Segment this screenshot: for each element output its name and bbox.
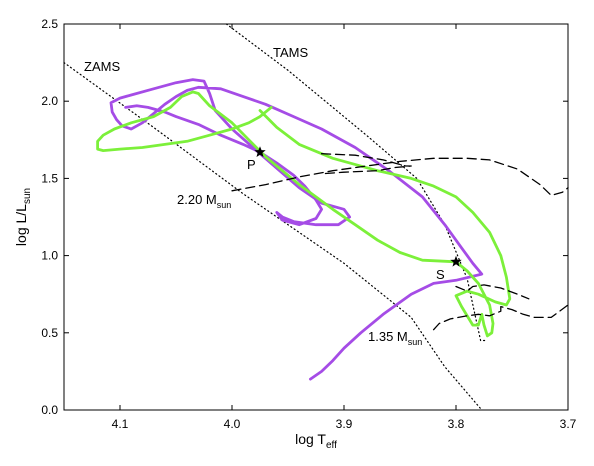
y-tick-label: 0.0: [41, 403, 58, 417]
series-dashed-4: [231, 157, 569, 197]
stars-layer: [254, 146, 462, 267]
series-solid-3: [96, 90, 512, 338]
y-tick-label: 2.5: [41, 17, 58, 31]
star-marker-p: [254, 146, 266, 157]
star-marker-s: [450, 255, 462, 267]
y-tick-label: 0.5: [41, 326, 58, 340]
series-dotted-1: [225, 23, 487, 342]
series-solid-2: [109, 78, 484, 381]
series-layer: [63, 23, 569, 411]
x-tick-label: 3.8: [448, 417, 465, 431]
y-tick-label: 1.5: [41, 171, 58, 185]
series-dashed-7: [455, 284, 530, 300]
x-tick-label: 3.7: [560, 417, 577, 431]
series-dotted-0: [63, 62, 483, 411]
series-dashed-6: [432, 304, 569, 331]
tams-label: TAMS: [273, 45, 308, 60]
mass-220-label: 2.20 Msun: [177, 192, 231, 210]
y-tick-label: 2.0: [41, 94, 58, 108]
x-axis-label: log Teff: [295, 431, 337, 451]
x-tick-label: 4.0: [224, 417, 241, 431]
point-s-label: S: [436, 267, 445, 282]
plot-frame: [63, 23, 569, 411]
series-dashed-5: [320, 153, 412, 175]
point-p-label: P: [247, 157, 256, 172]
mass-135-label: 1.35 Msun: [368, 329, 422, 347]
y-tick-label: 1.0: [41, 249, 58, 263]
x-tick-label: 4.1: [112, 417, 129, 431]
y-axis-label: log L/Lsun: [13, 188, 33, 246]
zams-label: ZAMS: [84, 59, 120, 74]
ticks-layer: 4.1 4.0 3.9 3.8 3.7 0.0 0.5 1.0 1.5 2.0 2.5: [41, 17, 576, 431]
x-tick-label: 3.9: [336, 417, 353, 431]
